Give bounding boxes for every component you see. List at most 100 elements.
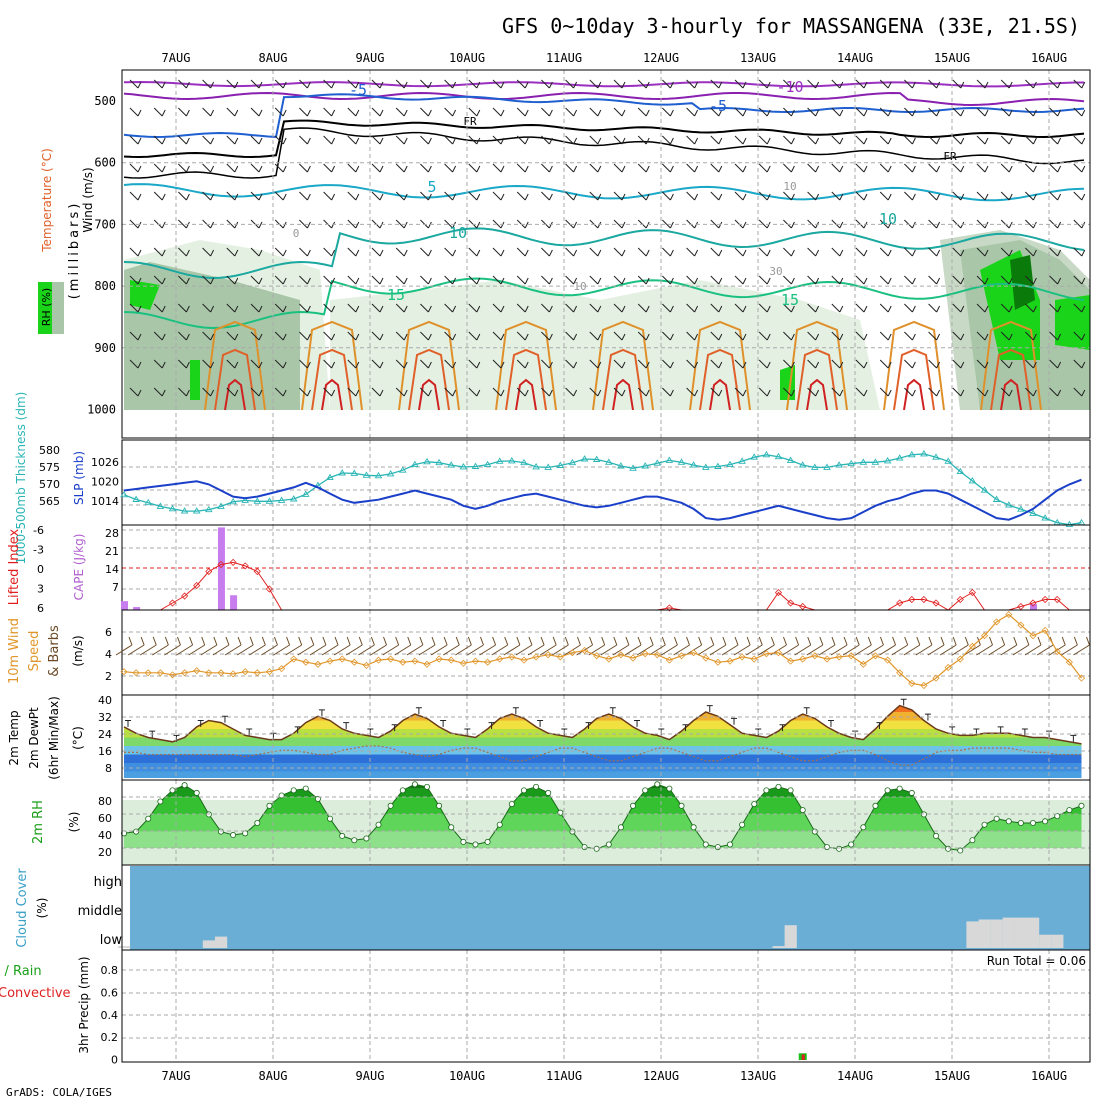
wind-barb [976,331,989,341]
thickness-point [556,461,565,468]
rh-point [1078,802,1085,809]
contour-label: 10 [783,180,796,193]
rh-point [169,787,176,794]
wind-barb [662,275,674,285]
wind-barb [309,636,327,656]
wind-barb [637,247,650,257]
date-label-top: 10AUG [449,51,485,65]
temp-contour-25 [505,348,547,411]
wind-speed-point [568,649,576,657]
thickness-point [1017,505,1025,512]
wind-barb [662,387,674,397]
wind-barb [662,163,674,173]
wind-barb [976,107,989,117]
thickness-line [123,453,1082,526]
temp-contour-30 [321,378,343,411]
wind-barb [212,636,230,656]
wind-speed-point [629,654,637,662]
wind-barb [202,247,215,257]
thickness-point [689,461,698,468]
temp-contour-20 [689,320,751,411]
wind-barb [662,135,674,145]
wind-barb [299,163,311,173]
wind-barb [516,107,529,117]
rh-area-high [190,360,200,400]
wind-barb [395,107,408,117]
wind-barb [492,247,505,257]
wind-barb [1049,303,1062,313]
wind-barb [879,387,892,397]
thickness-point [580,455,589,462]
wind-barb [565,163,578,173]
wind-barb [420,79,432,89]
millibars-axis-label: (millibars) [67,201,82,300]
temperature-band [124,771,1082,778]
wind-barb [1000,387,1013,397]
thickness-point [944,457,952,464]
wind-barb [371,275,384,285]
wind-tick: 4 [105,648,112,661]
wind-barb [976,636,993,656]
cape-axis-label: CAPE (J/kg) [72,534,86,601]
precip-axis-label: 3hr Precip (mm) [77,956,91,1053]
wind-speed-point [811,652,819,660]
temp-contour-30 [515,378,537,411]
date-label-bottom: 9AUG [356,1069,385,1083]
thickness-point [956,467,965,475]
wind-barb [323,275,336,285]
lifted-index-point [932,599,940,607]
date-label-bottom: 15AUG [934,1069,970,1083]
temp-contour-30 [1000,378,1022,411]
wind-barb [371,303,384,313]
lifted-index-point [1029,599,1037,607]
wind-barb [274,135,287,145]
wind-barb [468,275,481,285]
low-cloud-bar [1027,917,1040,948]
wind-barb [178,331,190,341]
slp-axis-label: SLP (mb) [72,451,86,505]
rh-point [896,785,903,792]
wind-barb [347,247,360,257]
wind-barb [202,79,215,89]
wind-barb [783,387,795,397]
thickness-point [738,457,746,464]
wind-barb [928,79,941,89]
wind-barb [1073,275,1086,285]
wind-barb [418,636,436,656]
wind-barb [420,359,432,369]
wind-barb [347,79,360,89]
wind-barb [976,303,989,313]
wind-barb [371,107,384,117]
rh-area-high [130,280,160,310]
wind-barb [468,303,481,313]
wind-barb [395,275,408,285]
wind-barb [904,191,916,201]
rh-point [387,802,394,809]
wind-barb [274,387,287,397]
wind-barb [879,191,892,201]
wind-barb [202,191,215,201]
wind-barb [855,79,868,89]
wind-axis-label-2: Speed [27,631,42,672]
wind-barb [879,636,897,656]
thickness-tick: 565 [39,495,60,508]
wind-barb [1025,331,1037,341]
wind-barb [444,135,457,145]
date-label-bottom: 12AUG [643,1069,679,1083]
wind-barb [662,219,674,229]
wind-barb [420,247,432,257]
wind-barb [928,135,941,145]
thickness-point [653,459,662,466]
slp-line [123,478,1082,521]
wind-barb [323,303,336,313]
wind-barb [686,135,699,145]
rh-point [581,844,588,851]
lifted-index-point [168,599,177,607]
thickness-point [762,450,771,458]
thickness-point [665,456,674,463]
temp-contour-20 [592,320,654,411]
wind-barb [807,359,820,369]
wind-barb [807,275,820,285]
temperature-tick: 8 [105,762,112,775]
wind-barb [442,636,460,656]
